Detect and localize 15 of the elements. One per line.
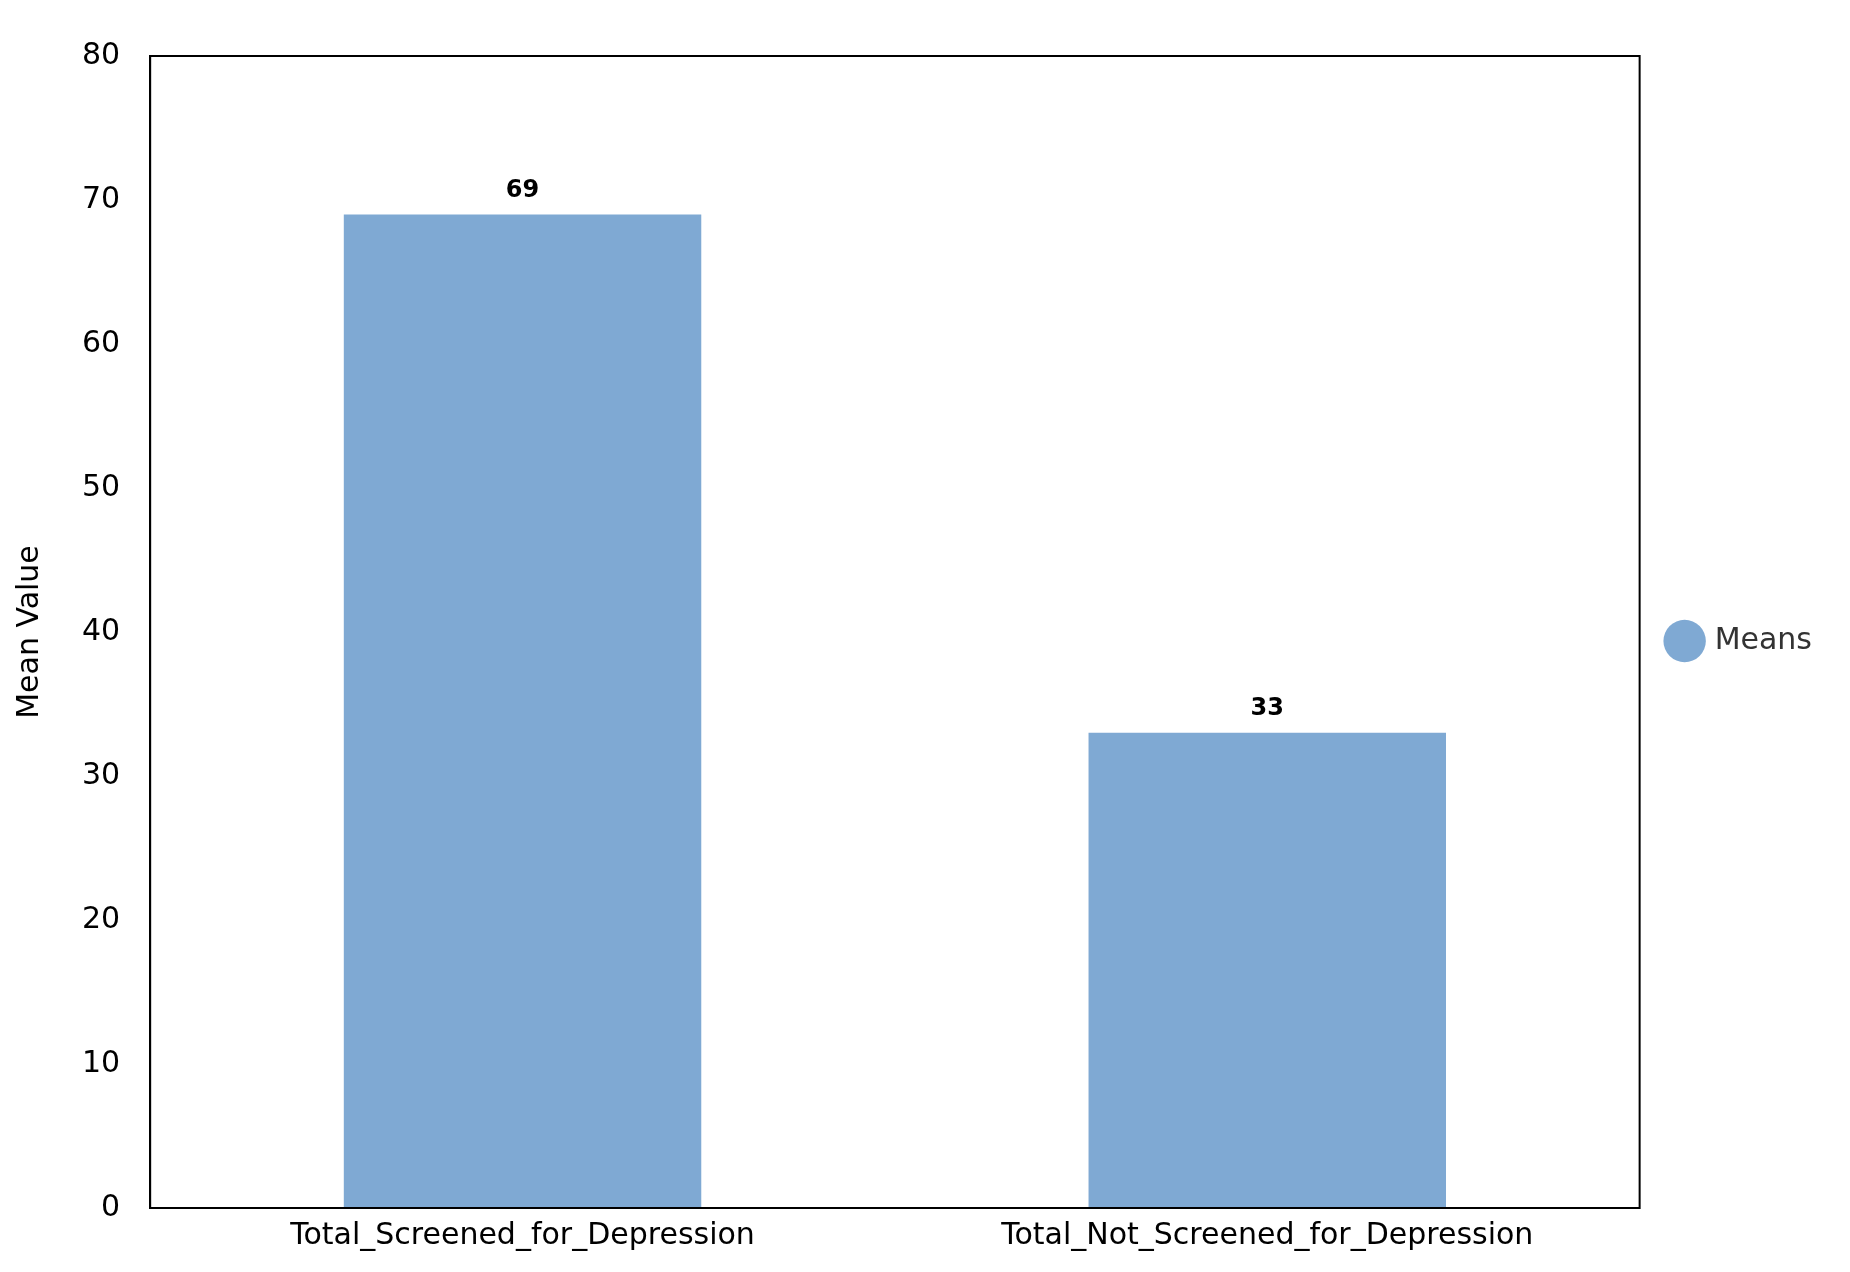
y-axis-title: Mean Value (9, 545, 45, 719)
y-tick-label: 80 (81, 35, 121, 71)
data-label: 69 (505, 174, 540, 203)
data-label: 33 (1250, 693, 1284, 722)
y-tick-label: 70 (81, 179, 121, 215)
y-tick-label: 50 (81, 467, 121, 503)
x-tick-label: Total_Screened_for_Depression (289, 1215, 755, 1251)
y-tick-label: 10 (81, 1043, 121, 1079)
y-tick-label: 20 (81, 899, 121, 935)
x-tick-label: Total_Not_Screened_for_Depression (1000, 1215, 1534, 1251)
y-tick-label: 40 (81, 611, 121, 647)
y-tick-label: 0 (101, 1187, 121, 1223)
legend-label: Means (1714, 620, 1813, 656)
y-tick-label: 60 (81, 323, 121, 359)
y-tick-label: 30 (81, 755, 121, 791)
